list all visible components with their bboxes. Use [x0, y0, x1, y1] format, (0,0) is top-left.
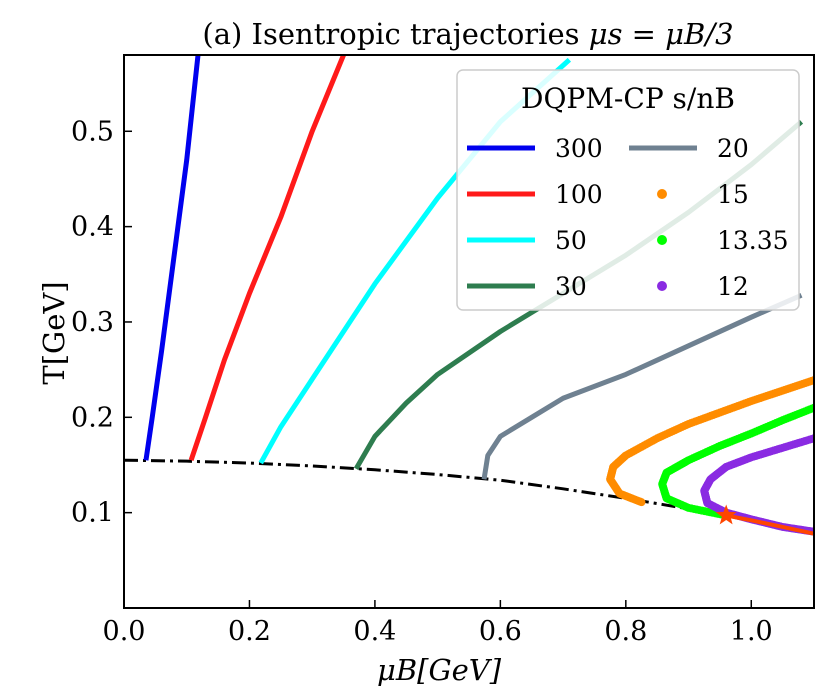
chart-title-prefix: (a) Isentropic trajectories	[202, 17, 588, 51]
x-axis-label: μB[GeV]	[377, 653, 502, 687]
legend-label: 15	[717, 180, 749, 209]
crossover-line	[124, 458, 727, 517]
y-tick-label: 0.4	[71, 212, 114, 243]
series-dots-15	[606, 376, 814, 507]
plot-area	[124, 55, 814, 536]
legend-swatch	[657, 281, 667, 291]
legend-label: 100	[555, 180, 603, 209]
x-tick-label: 1.0	[730, 616, 773, 647]
legend-swatch	[657, 189, 667, 199]
axis-ticks: 0.0 0.2 0.4 0.6 0.8 1.0 0.1 0.2 0.3 0.4 0.5	[71, 116, 773, 647]
plot-frame	[123, 54, 815, 609]
chart-title-math: μs = μB/3	[589, 17, 734, 51]
x-tick-label: 0.0	[103, 616, 146, 647]
legend-label: 13.35	[717, 226, 789, 255]
x-tick-label: 0.6	[479, 616, 522, 647]
chart-title: (a) Isentropic trajectories μs = μB/3	[202, 17, 733, 51]
legend-swatch	[657, 235, 667, 245]
series-line-20	[481, 292, 803, 480]
y-tick-label: 0.5	[71, 116, 114, 147]
legend-label: 12	[717, 272, 749, 301]
series-line-100	[188, 55, 346, 462]
critical-point-star	[715, 504, 737, 525]
legend-label: 20	[717, 134, 749, 163]
x-tick-label: 0.2	[228, 616, 271, 647]
legend-label: 50	[555, 226, 587, 255]
legend: DQPM-CP s/nB 300 100 50 30 20 15 13.35 12	[456, 69, 800, 311]
y-tick-label: 0.2	[71, 402, 114, 433]
legend-box	[456, 69, 800, 311]
y-axis-label: T[GeV]	[37, 281, 71, 384]
x-tick-label: 0.8	[604, 616, 647, 647]
y-tick-label: 0.3	[71, 307, 114, 338]
legend-entries: 300 100 50 30 20 15 13.35 12	[467, 134, 789, 301]
series-line-300	[143, 55, 201, 461]
first-order-line	[725, 513, 814, 536]
legend-label: 30	[555, 272, 587, 301]
y-tick-label: 0.1	[71, 498, 114, 529]
x-tick-label: 0.4	[353, 616, 396, 647]
legend-title: DQPM-CP s/nB	[521, 82, 735, 115]
legend-label: 300	[555, 134, 603, 163]
